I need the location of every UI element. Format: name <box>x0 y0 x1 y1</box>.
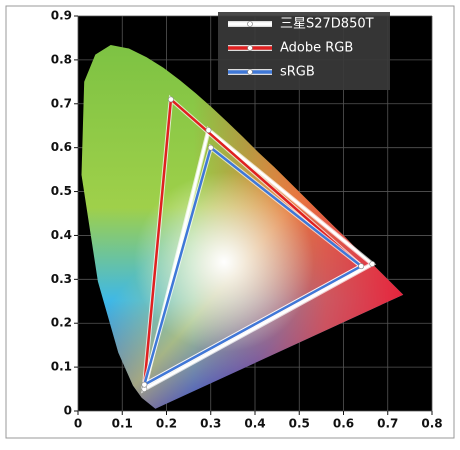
gamut-triangle <box>143 128 374 391</box>
legend-marker <box>247 45 253 51</box>
legend-label: 三星S27D850T <box>280 17 374 32</box>
x-tick-label: 0.1 <box>112 417 133 431</box>
y-tick-label: 0.6 <box>51 140 72 154</box>
y-tick-label: 0.2 <box>51 316 72 330</box>
x-tick-label: 0.3 <box>200 417 221 431</box>
gamut-triangle <box>143 146 363 386</box>
vertex-marker <box>358 263 365 270</box>
vertex-marker <box>205 127 212 134</box>
x-tick-label: 0.6 <box>333 417 354 431</box>
y-tick-label: 0.5 <box>51 184 72 198</box>
x-tick-label: 0.8 <box>421 417 442 431</box>
x-tick-label: 0 <box>74 417 82 431</box>
legend-marker <box>247 69 253 75</box>
legend-marker <box>247 21 253 27</box>
frame <box>5 5 455 439</box>
legend-label: Adobe RGB <box>280 41 353 56</box>
vertex-marker <box>369 261 376 267</box>
y-tick-label: 0.9 <box>51 9 72 23</box>
y-tick-label: 0.4 <box>51 228 72 242</box>
y-tick-label: 0 <box>64 404 72 418</box>
x-tick-label: 0.7 <box>377 417 398 431</box>
y-tick-label: 0.1 <box>51 360 72 374</box>
vertex-marker <box>168 96 174 103</box>
y-tick-label: 0.7 <box>51 96 72 110</box>
vertex-marker <box>141 381 148 388</box>
x-tick-label: 0.2 <box>156 417 177 431</box>
legend-label: sRGB <box>280 65 315 80</box>
y-tick-label: 0.3 <box>51 272 72 286</box>
x-tick-label: 0.4 <box>244 417 265 431</box>
y-tick-label: 0.8 <box>51 52 72 66</box>
vertex-marker <box>207 144 214 151</box>
x-tick-label: 0.5 <box>289 417 310 431</box>
